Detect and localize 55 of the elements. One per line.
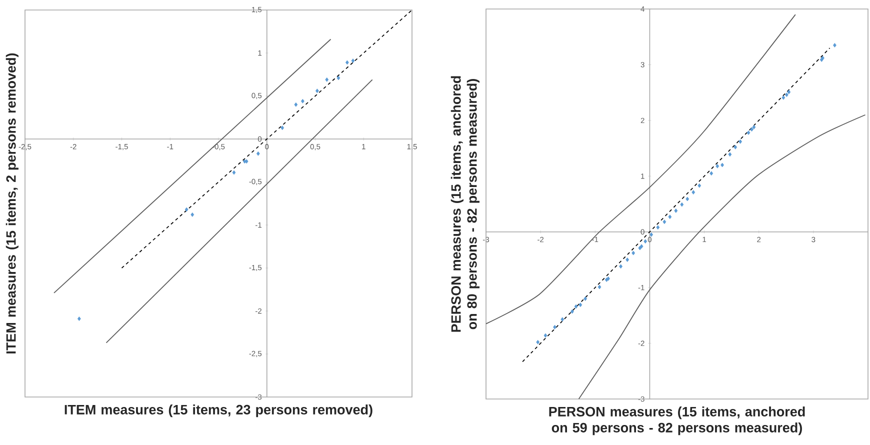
point	[280, 126, 284, 130]
point	[728, 152, 732, 157]
point	[833, 43, 836, 48]
point	[578, 302, 582, 308]
point	[674, 208, 678, 213]
y-axis-title: PERSON measures (15 items, anchored on 80 persons - 82 persons measured)	[450, 76, 480, 332]
point	[345, 60, 349, 65]
point	[574, 304, 578, 309]
point	[720, 162, 724, 168]
point	[184, 207, 188, 212]
point	[606, 276, 610, 281]
point	[692, 190, 696, 195]
point	[560, 317, 564, 322]
point	[190, 212, 194, 217]
point	[644, 239, 648, 244]
point	[787, 90, 791, 94]
point	[680, 202, 684, 207]
point	[619, 264, 622, 269]
point	[752, 124, 756, 130]
point	[746, 130, 750, 135]
point	[710, 171, 714, 176]
point	[632, 250, 636, 256]
point	[598, 284, 602, 290]
point	[638, 246, 642, 250]
point	[232, 170, 236, 175]
y-axis-title: ITEM measures (15 items, 2 persons removed)	[6, 53, 18, 354]
point	[650, 232, 654, 237]
point	[716, 164, 720, 168]
point	[570, 309, 574, 314]
point	[553, 324, 556, 330]
point	[536, 340, 540, 344]
x-axis-title: PERSON measures (15 items, anchored on 59 persons - 82 persons measured)	[549, 406, 805, 436]
point	[256, 151, 260, 156]
point	[738, 139, 742, 144]
point	[782, 95, 786, 100]
point	[315, 88, 319, 94]
point	[294, 102, 298, 107]
point	[734, 144, 738, 150]
point	[242, 159, 246, 164]
point	[698, 183, 702, 188]
point	[544, 333, 548, 338]
x-axis-title: ITEM measures (15 items, 23 persons removed)	[64, 404, 372, 418]
point	[668, 214, 672, 220]
point	[77, 316, 81, 321]
point	[656, 225, 660, 230]
point	[300, 98, 304, 104]
point	[325, 77, 329, 82]
point	[750, 127, 754, 132]
point	[351, 58, 355, 63]
point	[784, 92, 788, 98]
point	[584, 296, 588, 301]
point	[662, 220, 666, 224]
point	[686, 196, 690, 202]
point	[626, 258, 630, 262]
point	[336, 76, 340, 80]
